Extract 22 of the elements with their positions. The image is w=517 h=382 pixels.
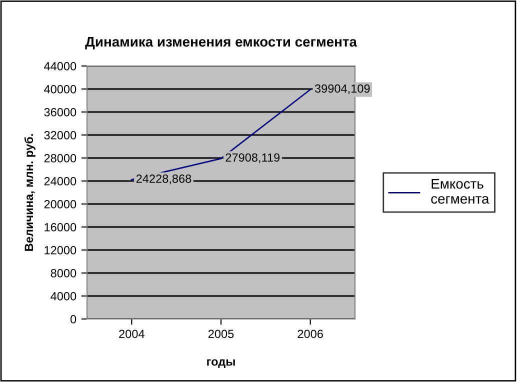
y-tick-label: 36000 [44, 108, 76, 116]
x-axis-title: годы [207, 359, 235, 368]
y-tick-label: 24000 [44, 177, 76, 186]
x-tick-label: 2005 [208, 330, 234, 338]
y-tick-label: 32000 [44, 131, 76, 140]
y-tick-label: 0 [70, 315, 76, 324]
y-tick-label: 40000 [44, 85, 76, 94]
y-tick-label: 4000 [50, 292, 76, 300]
x-tick-label: 2006 [298, 330, 323, 338]
y-tick-label: 20000 [44, 200, 76, 208]
legend-label: Емкость сегмента [431, 179, 490, 204]
y-tick-label: 28000 [44, 154, 76, 162]
data-label: 24228,868 [136, 174, 192, 184]
y-tick-label: 16000 [44, 223, 76, 232]
y-axis-title: Величина, млн. руб. [24, 134, 36, 251]
y-tick-label: 8000 [50, 269, 76, 278]
y-tick-label: 44000 [44, 62, 76, 70]
y-tick-label: 12000 [44, 246, 76, 254]
chart-title: Динамика изменения емкости сегмента [85, 37, 358, 50]
x-tick-label: 2004 [119, 330, 144, 338]
data-label: 27908,119 [226, 153, 280, 164]
data-label: 39904,109 [314, 84, 370, 94]
